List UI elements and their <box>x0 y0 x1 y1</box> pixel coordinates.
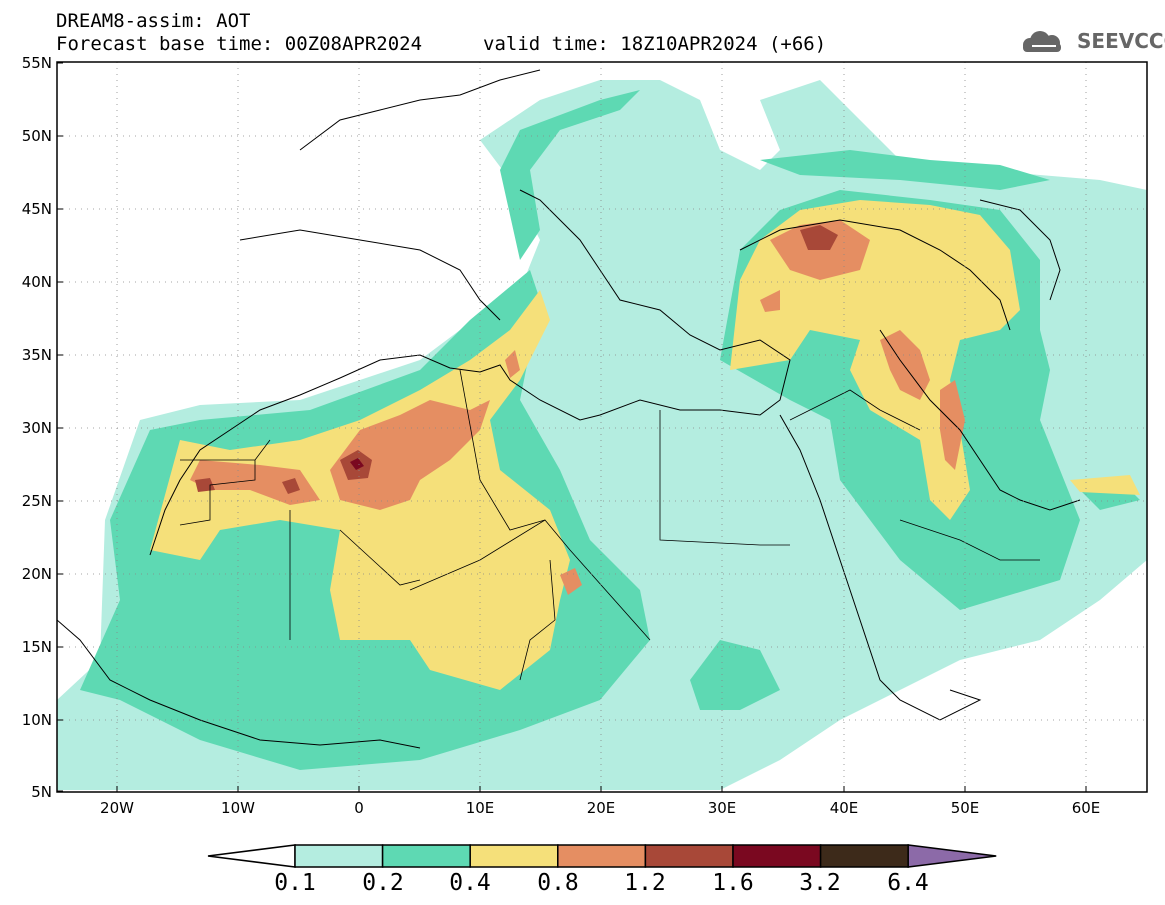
lon-label: 40E <box>829 799 859 817</box>
colorbar-label: 1.2 <box>624 870 666 896</box>
coastlines <box>57 69 1081 749</box>
colorbar-label: 0.1 <box>274 870 316 896</box>
map-frame <box>56 61 1148 793</box>
lon-label: 50E <box>950 799 980 817</box>
lon-label: 60E <box>1071 799 1101 817</box>
lat-label: 35N <box>21 346 52 364</box>
lon-label: 0 <box>354 799 364 817</box>
colorbar-label: 3.2 <box>799 870 841 896</box>
aot-field-1.6 <box>350 458 364 470</box>
lat-label: 45N <box>21 200 52 218</box>
lat-label: 50N <box>21 127 52 145</box>
cloud-icon <box>1023 31 1061 52</box>
forecast-base-time: Forecast base time: 00Z08APR2024 <box>56 33 423 55</box>
lat-label: 25N <box>21 492 52 510</box>
borders <box>179 369 1040 681</box>
lat-label: 5N <box>31 783 52 801</box>
lat-label: 20N <box>21 565 52 583</box>
colorbar-label: 0.8 <box>537 870 579 896</box>
lon-label: 30E <box>707 799 737 817</box>
lat-label: 30N <box>21 419 52 437</box>
lon-label: 20W <box>100 799 134 817</box>
lat-label: 15N <box>21 638 52 656</box>
colorbar-label: 0.4 <box>449 870 491 896</box>
lon-label: 20E <box>586 799 616 817</box>
colorbar-label: 6.4 <box>887 870 929 896</box>
map-title: DREAM8-assim: AOT <box>56 10 251 32</box>
logo-text: SEEVCCC <box>1077 29 1165 53</box>
lon-label: 10W <box>221 799 255 817</box>
colorbar-label: 0.2 <box>362 870 404 896</box>
axis-ticks <box>57 62 1087 792</box>
colorbar-label: 1.6 <box>712 870 754 896</box>
lat-label: 40N <box>21 273 52 291</box>
lon-label: 10E <box>465 799 495 817</box>
valid-time: valid time: 18Z10APR2024 (+66) <box>483 33 827 55</box>
lat-label: 55N <box>21 54 52 72</box>
aot-field-0.8 <box>190 220 965 595</box>
lat-label: 10N <box>21 711 52 729</box>
